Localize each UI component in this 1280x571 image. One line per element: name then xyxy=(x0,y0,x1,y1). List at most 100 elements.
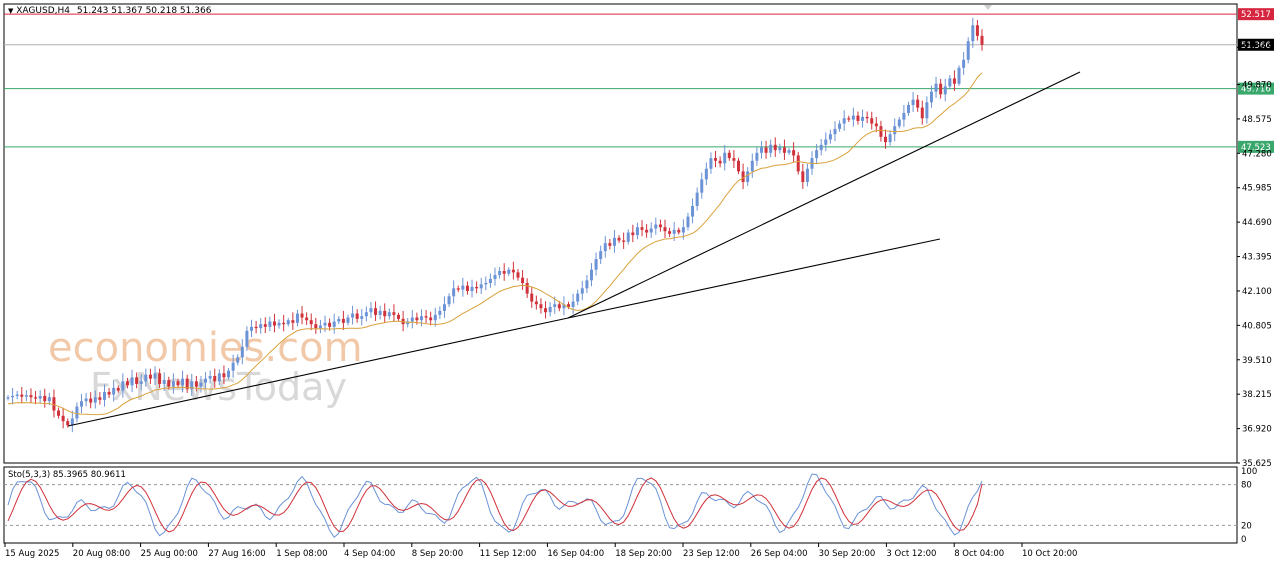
watermark: economies.com FxNewsToday xyxy=(48,325,363,409)
candle-body xyxy=(190,381,194,390)
candle-body xyxy=(158,373,162,384)
shift-marker-icon[interactable] xyxy=(984,5,992,10)
candle-body xyxy=(227,370,231,378)
candle-body xyxy=(668,231,672,234)
candle-body xyxy=(649,228,653,233)
level-tag-49.716 xyxy=(1238,82,1274,95)
candle-body xyxy=(521,277,525,283)
candle-body xyxy=(392,312,396,315)
candle-body xyxy=(452,288,456,297)
candle-body xyxy=(433,314,437,321)
candle-body xyxy=(185,378,189,390)
candle-body xyxy=(838,123,842,129)
candle-body xyxy=(236,357,240,363)
candle-body xyxy=(447,296,451,305)
candle-body xyxy=(957,67,961,84)
candle-body xyxy=(295,313,299,323)
candle-body xyxy=(43,395,47,402)
candle-body xyxy=(548,306,552,313)
trendline-3[interactable] xyxy=(567,71,1081,319)
candle-body xyxy=(20,394,24,397)
candle-body xyxy=(80,401,84,407)
candle-body xyxy=(617,237,621,241)
candle-body xyxy=(856,115,860,121)
candle-body xyxy=(498,271,502,276)
candle-body xyxy=(925,102,929,119)
candle-body xyxy=(181,378,185,386)
moving-average-line[interactable] xyxy=(7,72,983,416)
trendline-1[interactable] xyxy=(67,317,569,427)
ohlc-readout: 51.243 51.367 50.218 51.366 xyxy=(76,6,212,16)
time-tick-label: 4 Sep 04:00 xyxy=(344,549,395,559)
candle-body xyxy=(704,168,708,180)
candle-body xyxy=(824,139,828,145)
candle-body xyxy=(916,99,920,108)
candle-body xyxy=(245,330,249,347)
candle-body xyxy=(534,301,538,305)
candle-body xyxy=(939,83,943,95)
stochastic-main-line[interactable] xyxy=(7,473,983,538)
candle-body xyxy=(204,378,208,383)
candle-body xyxy=(782,147,786,153)
candle-body xyxy=(805,168,809,183)
candle-body xyxy=(511,269,515,273)
candle-body xyxy=(442,304,446,311)
trendline-2[interactable] xyxy=(567,238,941,319)
candle-body xyxy=(387,312,391,317)
candle-body xyxy=(626,232,630,242)
candle-body xyxy=(410,317,414,322)
candle-body xyxy=(737,160,740,172)
candle-body xyxy=(475,286,479,289)
price-pane-border xyxy=(3,3,1238,464)
candle-body xyxy=(888,134,892,143)
candle-body xyxy=(369,308,373,313)
watermark-fxnewstoday: FxNewsToday xyxy=(90,365,347,409)
candle-body xyxy=(654,224,658,229)
candle-body xyxy=(374,308,378,315)
price-tick-label: 36.920 xyxy=(1242,425,1272,435)
dropdown-triangle-icon[interactable]: ▼ xyxy=(8,7,14,15)
candle-body xyxy=(176,381,180,386)
candle-body xyxy=(718,160,722,164)
candle-body xyxy=(589,269,593,281)
candle-body xyxy=(622,240,626,242)
candle-body xyxy=(397,314,401,319)
candle-body xyxy=(199,382,203,387)
stochastic-signal-line[interactable] xyxy=(7,477,983,533)
candle-body xyxy=(672,229,676,234)
candle-body xyxy=(213,375,217,382)
time-tick-label: 26 Sep 04:00 xyxy=(751,549,808,559)
candle-body xyxy=(681,227,685,233)
level-tag-47.523 xyxy=(1238,140,1274,153)
candle-body xyxy=(75,406,79,419)
candle-body xyxy=(364,312,368,317)
price-tick-label: 43.395 xyxy=(1242,253,1272,263)
candle-body xyxy=(378,310,382,315)
candle-body xyxy=(11,395,15,398)
candle-body xyxy=(980,35,984,45)
candle-body xyxy=(231,362,235,371)
candle-body xyxy=(84,398,88,402)
candle-body xyxy=(167,379,171,387)
candle-body xyxy=(507,269,511,274)
candle-body xyxy=(796,155,800,172)
candle-body xyxy=(121,381,125,391)
candle-body xyxy=(530,293,534,302)
candle-body xyxy=(544,308,548,313)
price-tick-label: 48.575 xyxy=(1242,115,1272,125)
price-tick-label: 38.215 xyxy=(1242,390,1272,400)
candle-body xyxy=(755,152,759,161)
candle-body xyxy=(764,147,768,153)
candle-body xyxy=(259,324,263,329)
candle-body xyxy=(328,322,332,327)
candle-body xyxy=(773,144,777,151)
candle-body xyxy=(893,126,897,135)
candle-body xyxy=(594,259,598,270)
candle-body xyxy=(438,310,442,315)
candle-body xyxy=(38,395,42,399)
candle-body xyxy=(337,318,341,322)
candle-body xyxy=(851,115,855,120)
candle-body xyxy=(815,150,819,159)
level-tag-51.366 xyxy=(1238,38,1274,51)
